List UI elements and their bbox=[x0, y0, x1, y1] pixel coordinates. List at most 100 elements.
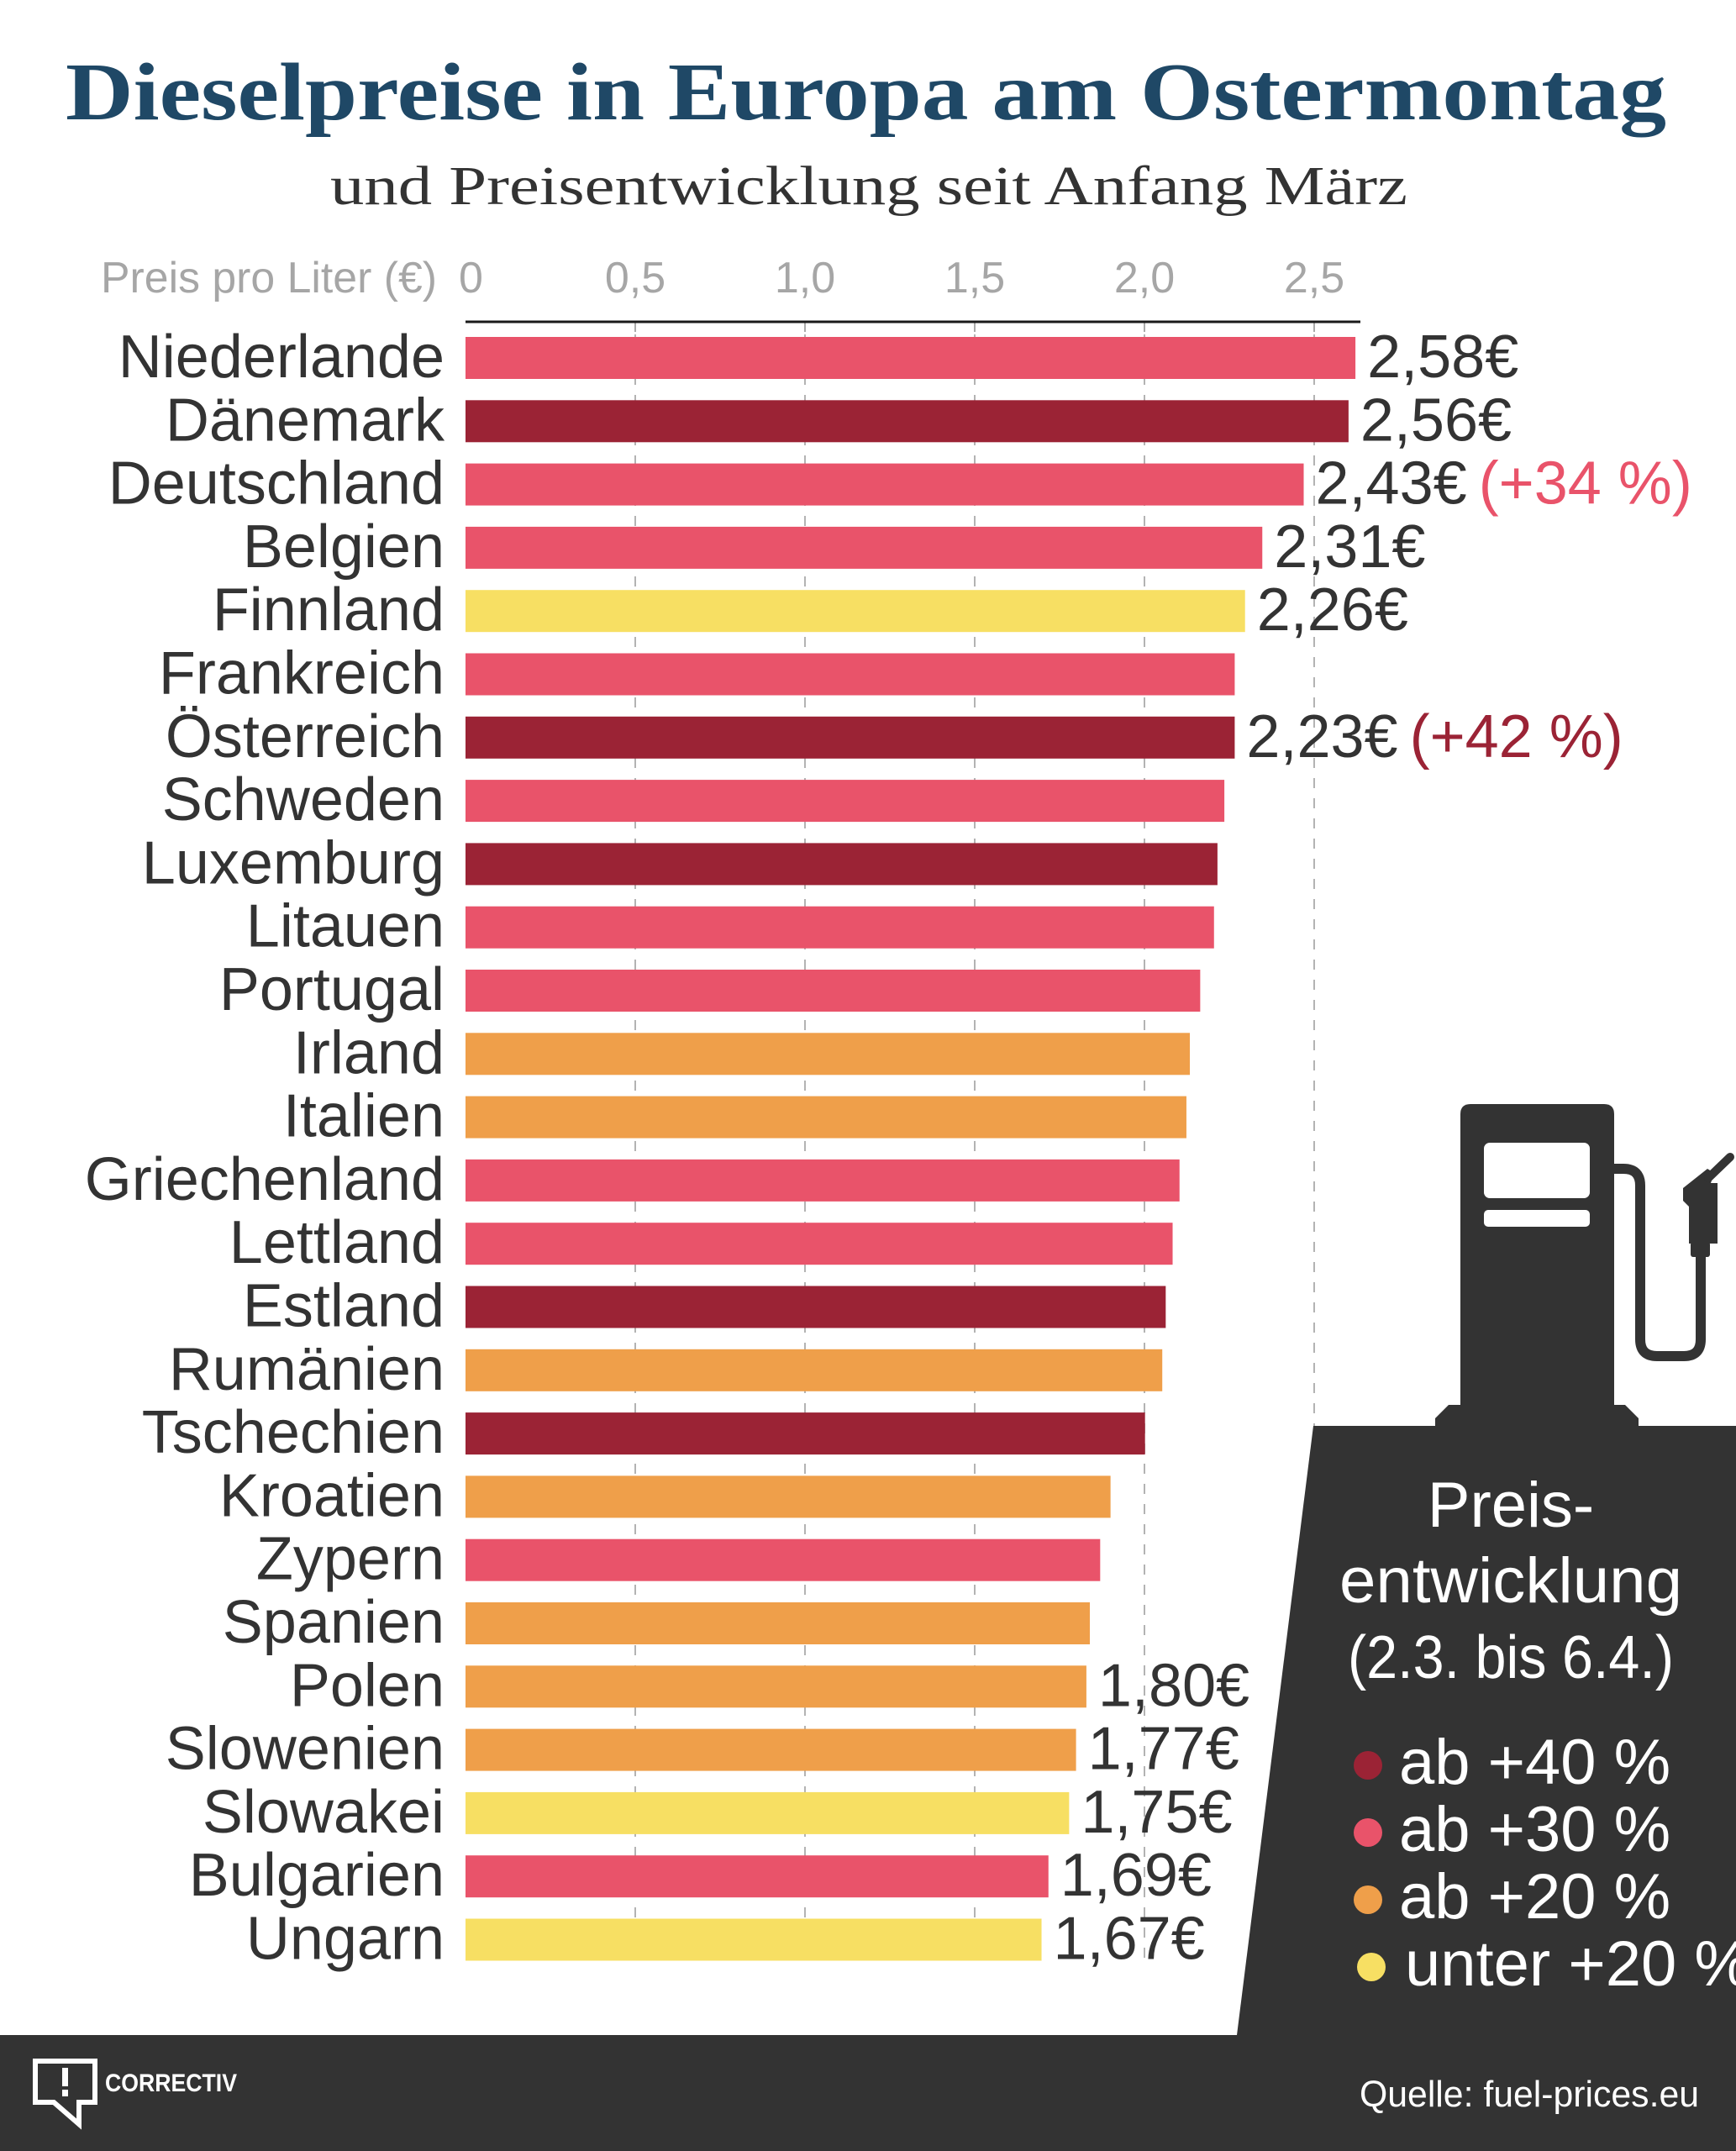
bar bbox=[466, 1475, 1111, 1518]
legend-dot-icon bbox=[1357, 1953, 1386, 1981]
value-label: 2,23€ bbox=[1246, 703, 1397, 770]
bar-row: Ungarn 1,67€ bbox=[246, 1906, 1205, 1973]
value-label: 1,80€ bbox=[1098, 1652, 1249, 1719]
bar-row: Spanien bbox=[223, 1589, 1091, 1656]
bar-row: Kroatien bbox=[219, 1462, 1111, 1529]
bar-row: Estland bbox=[243, 1273, 1166, 1340]
value-label: 1,67€ bbox=[1054, 1906, 1205, 1973]
bar-row: Bulgarien 1,69€ bbox=[189, 1842, 1212, 1909]
bar bbox=[466, 653, 1235, 696]
value-label: 2,31€ bbox=[1274, 513, 1425, 581]
bar bbox=[466, 1096, 1186, 1139]
bar-row: Polen 1,80€ bbox=[290, 1652, 1249, 1719]
x-tick-label: 0 bbox=[459, 254, 483, 302]
value-label: 2,43€ bbox=[1316, 450, 1467, 518]
category-label: Litauen bbox=[246, 893, 445, 960]
bar bbox=[466, 1349, 1163, 1391]
category-label: Zypern bbox=[256, 1526, 445, 1593]
x-tick-label: 1,0 bbox=[775, 254, 835, 302]
bar-row: Österreich 2,23€ (+42 %) bbox=[166, 703, 1623, 770]
bar bbox=[466, 1855, 1049, 1898]
bar bbox=[466, 780, 1225, 823]
legend-dot-icon bbox=[1354, 1751, 1382, 1780]
bars: Niederlande 2,58€Dänemark 2,56€Deutschland… bbox=[85, 323, 1692, 1973]
bar-row: Portugal bbox=[219, 956, 1201, 1023]
pump-hose bbox=[1614, 1164, 1706, 1361]
x-tick-label: 2,0 bbox=[1114, 254, 1175, 302]
value-label: 2,26€ bbox=[1257, 576, 1408, 644]
correctiv-speech-bubble-icon bbox=[33, 2059, 97, 2130]
category-label: Polen bbox=[290, 1652, 445, 1719]
bar bbox=[466, 1412, 1145, 1455]
value-label: 2,56€ bbox=[1360, 387, 1512, 454]
value-label: 1,77€ bbox=[1088, 1716, 1239, 1783]
pump-display-bar bbox=[1484, 1210, 1590, 1227]
bar bbox=[466, 526, 1263, 569]
bar bbox=[466, 716, 1235, 759]
category-label: Österreich bbox=[166, 703, 445, 770]
bar bbox=[466, 1538, 1101, 1581]
footer-background bbox=[0, 2035, 1736, 2151]
source-credit: Quelle: fuel-prices.eu bbox=[1360, 2074, 1699, 2115]
bar-row: Frankreich bbox=[159, 640, 1235, 707]
bar bbox=[466, 1602, 1091, 1644]
x-tick-label: 0,5 bbox=[605, 254, 665, 302]
category-label: Niederlande bbox=[118, 323, 445, 391]
chart-subtitle: und Preisentwicklung seit Anfang März bbox=[330, 155, 1407, 217]
legend-period: (2.3. bis 6.4.) bbox=[1348, 1624, 1674, 1691]
bar bbox=[466, 463, 1304, 506]
pump-spout bbox=[1704, 1153, 1734, 1182]
legend-dot-icon bbox=[1354, 1818, 1382, 1847]
chart-title: Dieselpreise in Europa am Ostermontag bbox=[66, 47, 1666, 138]
value-label: 1,69€ bbox=[1060, 1842, 1212, 1909]
bar-row: Zypern bbox=[256, 1526, 1101, 1593]
bar-row: Griechenland bbox=[85, 1146, 1180, 1213]
pump-base bbox=[1435, 1405, 1639, 1428]
legend-label: unter +20 % bbox=[1405, 1928, 1736, 2000]
legend-panel: Preis- entwicklung (2.3. bis 6.4.) ab +4… bbox=[1237, 1426, 1736, 2035]
percent-change-label: (+42 %) bbox=[1410, 703, 1623, 770]
category-label: Portugal bbox=[219, 956, 445, 1023]
category-label: Slowenien bbox=[166, 1716, 445, 1783]
bar-row: Schweden bbox=[162, 766, 1225, 834]
footer: CORRECTIV Quelle: fuel-prices.eu bbox=[0, 2035, 1736, 2151]
pump-display bbox=[1484, 1143, 1590, 1198]
category-label: Finnland bbox=[213, 576, 445, 644]
bar-row: Finnland 2,26€ bbox=[213, 576, 1408, 644]
bar-row: Luxemburg bbox=[142, 829, 1218, 897]
legend-item: unter +20 % bbox=[1357, 1928, 1736, 2000]
legend-title-line2: entwicklung bbox=[1339, 1545, 1682, 1617]
bar-row: Slowakei 1,75€ bbox=[203, 1779, 1233, 1846]
category-label: Lettland bbox=[229, 1209, 445, 1276]
category-label: Kroatien bbox=[219, 1462, 445, 1529]
category-label: Griechenland bbox=[85, 1146, 445, 1213]
category-label: Irland bbox=[293, 1019, 445, 1086]
bar bbox=[466, 337, 1356, 379]
pump-nozzle-grip bbox=[1691, 1242, 1710, 1257]
bar bbox=[466, 1728, 1076, 1771]
category-label: Rumänien bbox=[169, 1336, 445, 1403]
x-axis: Preis pro Liter (€) 0 0,5 1,0 1,5 2,0 2,5 bbox=[101, 254, 1360, 332]
percent-change-label: (+34 %) bbox=[1479, 450, 1692, 518]
bar-row: Litauen bbox=[246, 893, 1214, 960]
value-label: 2,58€ bbox=[1367, 323, 1518, 391]
category-label: Schweden bbox=[162, 766, 445, 834]
legend-panel-background bbox=[1237, 1426, 1736, 2035]
category-label: Estland bbox=[243, 1273, 445, 1340]
x-tick-label: 2,5 bbox=[1284, 254, 1344, 302]
fuel-pump-icon bbox=[1435, 1104, 1734, 1428]
bar-row: Italien bbox=[283, 1083, 1186, 1150]
bar bbox=[466, 1918, 1042, 1961]
category-label: Frankreich bbox=[159, 640, 445, 707]
legend-label: ab +30 % bbox=[1399, 1794, 1670, 1865]
legend-item: ab +40 % bbox=[1354, 1727, 1670, 1798]
bar-row: Niederlande 2,58€ bbox=[118, 323, 1519, 391]
bar bbox=[466, 1791, 1070, 1834]
category-label: Spanien bbox=[223, 1589, 445, 1656]
brand-name: CORRECTIV bbox=[105, 2069, 237, 2097]
legend-dot-icon bbox=[1354, 1885, 1382, 1914]
category-label: Bulgarien bbox=[189, 1842, 445, 1909]
legend-label: ab +20 % bbox=[1399, 1861, 1670, 1933]
bar-row: Deutschland 2,43€ (+34 %) bbox=[108, 450, 1692, 518]
